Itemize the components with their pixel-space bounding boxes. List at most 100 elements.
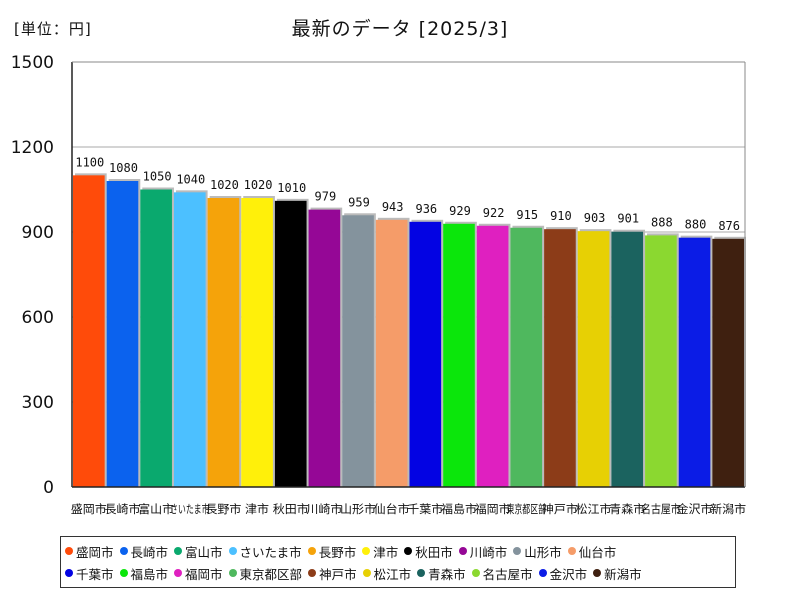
x-tick-label: 東京都区部	[506, 502, 546, 516]
legend-marker-icon	[567, 547, 576, 555]
legend-item: 新潟市	[593, 564, 642, 583]
y-axis-ticks: 0 300 600 900 1200 1500	[11, 53, 54, 498]
legend-marker-icon	[513, 547, 522, 555]
legend-marker-icon	[65, 569, 73, 577]
legend-item: 山形市	[513, 542, 562, 561]
x-tick-label: 津市	[245, 502, 269, 516]
x-tick-label: 山形市	[340, 502, 376, 516]
legend-marker-icon	[417, 569, 426, 577]
legend-marker-icon	[458, 547, 467, 555]
legend-item: 津市	[362, 542, 398, 561]
legend-item: 盛岡市	[65, 542, 114, 561]
data-label: 915	[516, 208, 538, 222]
x-tick-label: 福岡市	[475, 502, 511, 516]
legend-item: 富山市	[174, 542, 223, 561]
legend-marker-icon	[593, 569, 602, 577]
y-tick-label: 900	[22, 223, 54, 243]
data-label: 1020	[210, 178, 239, 192]
legend-item: 東京都区部	[228, 564, 303, 583]
x-tick-label: 千葉市	[407, 502, 443, 516]
x-tick-label: 神戸市	[542, 502, 578, 516]
legend-label: 川崎市	[469, 544, 508, 560]
legend-item: 神戸市	[308, 564, 357, 583]
data-label: 910	[550, 209, 572, 223]
bar	[577, 231, 610, 487]
x-tick-label: 青森市	[609, 502, 645, 516]
x-tick-label: 秋田市	[273, 502, 309, 516]
bar	[274, 200, 307, 488]
bar	[510, 227, 543, 487]
x-tick-label: 福島市	[441, 502, 477, 516]
x-tick-label: 長野市	[205, 502, 241, 516]
legend-item: 金沢市	[538, 564, 588, 583]
bar	[140, 189, 172, 487]
data-label: 1020	[244, 178, 273, 192]
bar	[342, 215, 374, 488]
legend-marker-icon	[174, 547, 183, 555]
bar	[173, 192, 206, 488]
legend-label: 津市	[373, 544, 399, 560]
bar	[678, 237, 711, 487]
legend-row: 盛岡市 長崎市 富山市 さいたま市 長野市 津市 秋田市 川崎市 山形市 仙台市	[65, 540, 735, 562]
x-tick-label: 新潟市	[710, 502, 746, 516]
legend-label: 東京都区部	[239, 566, 303, 582]
x-tick-label: 仙台市	[374, 502, 410, 516]
bar	[73, 175, 105, 488]
legend-item: 福岡市	[174, 564, 223, 583]
y-tick-label: 300	[22, 393, 54, 413]
legend-label: 長崎市	[130, 544, 169, 560]
legend-marker-icon	[362, 547, 371, 555]
y-tick-label: 1500	[11, 53, 54, 73]
data-label: 979	[315, 190, 337, 204]
legend-label: 秋田市	[415, 544, 453, 560]
x-tick-label: 盛岡市	[71, 502, 107, 516]
legend-item: 川崎市	[458, 542, 508, 561]
x-tick-label: 川崎市	[306, 502, 342, 516]
bars	[73, 173, 746, 488]
legend-marker-icon	[362, 569, 371, 577]
legend-marker-icon	[228, 569, 237, 577]
legend-label: 盛岡市	[76, 544, 114, 560]
y-tick-label: 600	[22, 308, 54, 328]
data-label: 936	[415, 202, 437, 216]
legend-marker-icon	[404, 547, 413, 555]
data-label: 880	[685, 218, 707, 232]
data-label: 1080	[109, 161, 138, 175]
legend-marker-icon	[174, 569, 183, 577]
data-label: 943	[382, 200, 404, 214]
bar	[544, 229, 576, 487]
unit-label: [単位：円]	[14, 20, 92, 38]
legend-label: さいたま市	[239, 544, 302, 560]
legend-label: 福島市	[130, 566, 169, 582]
data-label: 903	[584, 211, 606, 225]
legend-marker-icon	[119, 547, 128, 555]
bar	[241, 198, 273, 487]
legend-label: 松江市	[373, 566, 412, 582]
chart-title: 最新のデータ [2025/3]	[291, 18, 509, 40]
data-label: 1010	[277, 181, 306, 195]
legend-item: 秋田市	[404, 542, 453, 561]
bar	[611, 231, 644, 487]
legend-item: 松江市	[362, 564, 412, 583]
legend-marker-icon	[65, 547, 73, 555]
legend-item: 福島市	[119, 564, 169, 583]
legend-item: 仙台市	[567, 542, 617, 561]
bar	[375, 219, 408, 488]
legend-item: さいたま市	[228, 542, 302, 561]
legend-label: 千葉市	[76, 566, 114, 582]
legend-label: 仙台市	[578, 544, 617, 560]
x-tick-label: 名古屋市	[641, 502, 681, 516]
legend-item: 千葉市	[65, 564, 114, 583]
data-label: 888	[651, 215, 673, 229]
legend-label: 神戸市	[319, 566, 357, 582]
bar	[308, 209, 341, 487]
data-label: 922	[483, 206, 505, 220]
data-label: 929	[449, 204, 471, 218]
legend: 盛岡市 長崎市 富山市 さいたま市 長野市 津市 秋田市 川崎市 山形市 仙台市 千葉市 福島市 福岡…	[60, 536, 736, 588]
legend-label: 青森市	[428, 566, 466, 582]
legend-label: 金沢市	[549, 566, 588, 582]
value-labels: 1100 1080 1050 1040 1020 1020 1010 979 959 943 936…	[75, 155, 740, 232]
legend-label: 長野市	[318, 544, 357, 560]
